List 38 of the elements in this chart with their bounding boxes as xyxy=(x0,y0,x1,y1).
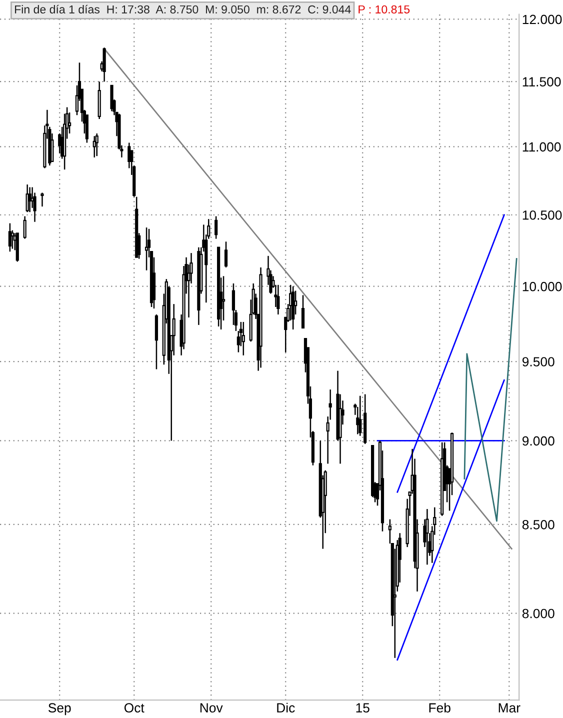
candlestick xyxy=(95,132,98,157)
candlestick xyxy=(26,184,29,213)
y-tick-label: 9.500 xyxy=(522,357,554,366)
y-tick-label: 11.500 xyxy=(522,77,561,86)
candlestick xyxy=(144,226,148,271)
x-tick-label: Mar xyxy=(498,703,520,713)
candlestick xyxy=(8,222,12,252)
y-tick-label: 12.000 xyxy=(522,14,562,24)
y-tick-label: 11.000 xyxy=(522,142,561,152)
y-tick-label: 8.000 xyxy=(522,608,554,618)
x-tick-label: 15 xyxy=(356,703,370,713)
candlestick xyxy=(110,84,114,112)
y-tick-label: 10.500 xyxy=(522,210,562,220)
candlestick xyxy=(301,294,305,329)
y-tick-label: 10.000 xyxy=(522,282,562,292)
candlestick xyxy=(23,216,26,240)
candlestick xyxy=(224,241,228,268)
candlestick xyxy=(358,395,362,436)
candlestick xyxy=(68,112,72,134)
x-tick-label: Dic xyxy=(277,702,295,713)
candlestick xyxy=(214,216,218,240)
candlestick xyxy=(242,321,245,356)
x-tick-label: Feb xyxy=(429,702,450,713)
candlestick xyxy=(92,135,96,158)
x-tick-label: Sep xyxy=(48,703,71,716)
x-tick-label: Nov xyxy=(200,703,223,713)
candlestick xyxy=(426,508,429,566)
candlestick xyxy=(50,132,54,162)
x-tick-label: Oct xyxy=(124,703,144,713)
text: P : 10.815 xyxy=(358,5,410,14)
candlestick xyxy=(40,192,44,208)
candlestick xyxy=(85,114,88,144)
candlestick xyxy=(102,46,106,82)
y-tick-label: 8.500 xyxy=(522,520,554,530)
y-tick-label: 9.000 xyxy=(522,436,554,446)
chart-title: Fin de día 1 días H: 17:38 A: 8.750 M: 9.050 m: 8.672 C: 9.044 xyxy=(15,4,351,14)
line-series xyxy=(464,258,518,522)
candlestick xyxy=(276,284,280,316)
